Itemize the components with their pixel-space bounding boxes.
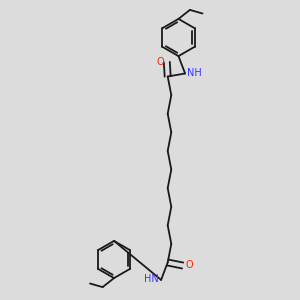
Text: HN: HN <box>144 274 159 284</box>
Text: O: O <box>156 56 164 67</box>
Text: O: O <box>185 260 193 270</box>
Text: NH: NH <box>188 68 202 78</box>
